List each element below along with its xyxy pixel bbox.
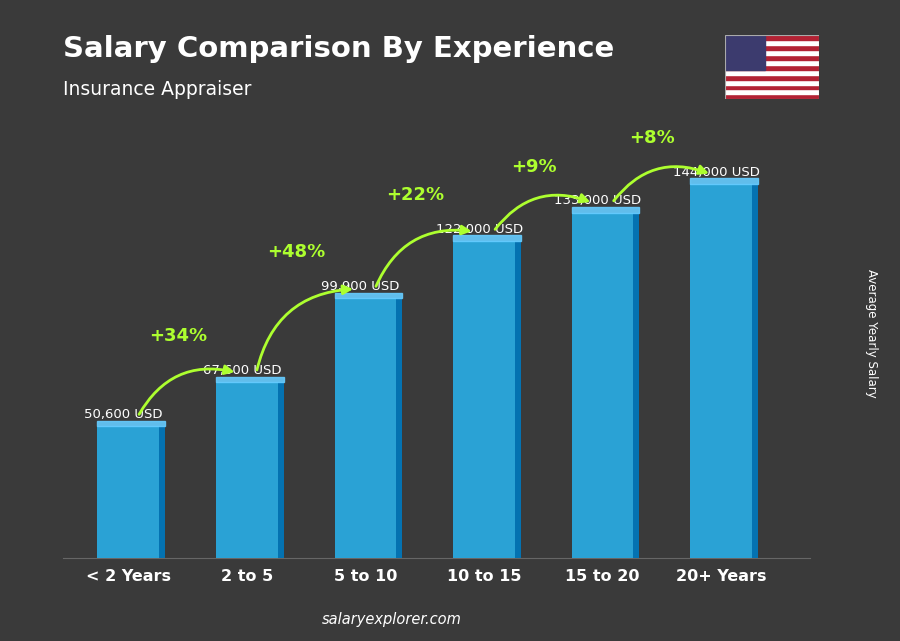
Bar [724,65,819,70]
Bar [724,85,819,90]
Bar [396,299,402,558]
Bar [335,299,396,558]
Bar [453,235,521,241]
Bar [724,35,819,40]
Bar [515,241,521,558]
Bar [724,75,819,79]
Text: +22%: +22% [386,186,445,204]
Text: Average Yearly Salary: Average Yearly Salary [865,269,878,397]
Bar [724,70,819,75]
Bar [97,420,166,426]
Bar [634,213,640,558]
Text: +48%: +48% [267,244,326,262]
Text: 133,000 USD: 133,000 USD [554,194,642,208]
Text: +34%: +34% [149,327,207,345]
Bar [277,382,284,558]
Bar [159,426,166,558]
Bar [724,45,819,50]
Bar [724,90,819,94]
Bar [724,35,765,70]
Text: salaryexplorer.com: salaryexplorer.com [321,612,462,627]
Bar [724,50,819,55]
Bar [572,213,634,558]
Text: 122,000 USD: 122,000 USD [436,223,523,236]
Text: 144,000 USD: 144,000 USD [673,166,760,179]
Bar [97,426,159,558]
Bar [752,184,758,558]
Text: +8%: +8% [629,129,675,147]
Bar [724,60,819,65]
Text: 50,600 USD: 50,600 USD [85,408,163,421]
Text: 67,600 USD: 67,600 USD [202,364,282,377]
Bar [724,94,819,99]
Text: +9%: +9% [511,158,556,176]
Bar [724,79,819,85]
Bar [216,377,284,382]
Text: Salary Comparison By Experience: Salary Comparison By Experience [63,35,614,63]
Bar [216,382,277,558]
Bar [572,207,640,213]
Text: Insurance Appraiser: Insurance Appraiser [63,80,251,99]
Bar [335,293,402,299]
Bar [724,55,819,60]
Bar [690,178,758,184]
Bar [690,184,752,558]
Bar [453,241,515,558]
Text: 99,900 USD: 99,900 USD [321,280,400,293]
Bar [724,40,819,45]
